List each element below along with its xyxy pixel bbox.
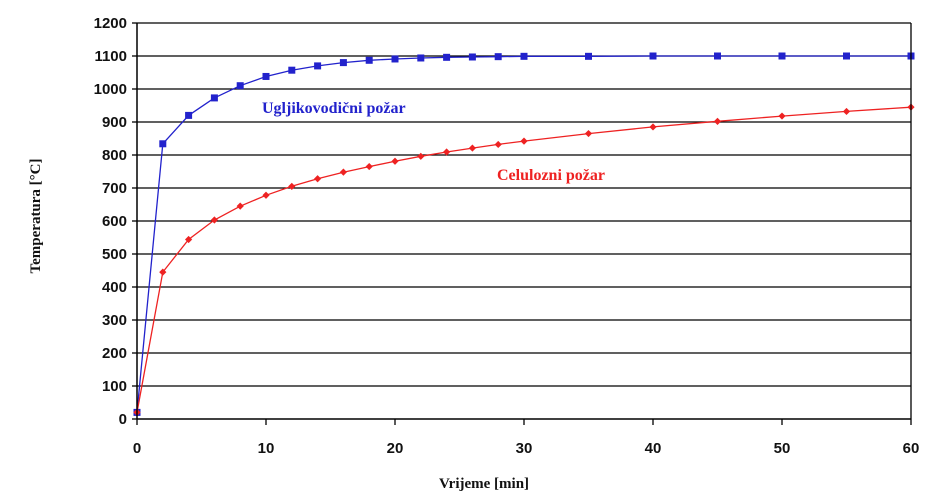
gridlines: [137, 22, 911, 387]
series-0-point-19: [778, 52, 786, 60]
y-tick-label-100: 100: [102, 378, 127, 395]
x-tick-label-0: 0: [133, 440, 141, 457]
series-label-hydrocarbon: Ugljikovodični požar: [262, 100, 406, 117]
series-1-point-14: [494, 140, 502, 149]
series-line-0: [136, 55, 911, 413]
series-0-point-1: [159, 140, 167, 148]
series-1-point-5: [262, 191, 270, 199]
y-tick-label-1000: 1000: [94, 81, 127, 98]
series-0-point-2: [185, 111, 193, 119]
series-1-point-9: [365, 162, 373, 171]
series-0-point-7: [314, 62, 322, 70]
y-tick-label-200: 200: [102, 345, 127, 362]
series-0-point-3: [210, 94, 218, 102]
y-tick-label-900: 900: [102, 114, 127, 131]
series-1-point-10: [391, 157, 399, 165]
series-1: [133, 103, 915, 416]
series-0-point-8: [339, 59, 347, 67]
y-tick-label-1100: 1100: [94, 48, 127, 65]
series-1-point-1: [159, 268, 167, 276]
x-tick-label-60: 60: [903, 440, 920, 457]
x-axis-title: Vrijeme [min]: [439, 476, 529, 492]
series-0-point-4: [236, 82, 244, 90]
series-0-point-11: [417, 54, 425, 62]
y-tick-label-0: 0: [119, 411, 127, 428]
series-0-point-5: [262, 72, 270, 80]
y-tick-label-800: 800: [102, 147, 127, 164]
series-0-point-17: [649, 52, 657, 60]
y-tick-label-600: 600: [102, 213, 127, 230]
series-1-point-19: [778, 112, 786, 120]
series-1-point-13: [468, 144, 476, 152]
y-tick-label-700: 700: [102, 180, 127, 197]
x-tick-label-50: 50: [774, 440, 791, 457]
y-tick-label-1200: 1200: [94, 15, 127, 32]
series-1-point-7: [314, 175, 322, 183]
x-tick-label-40: 40: [645, 440, 662, 457]
series-1-point-12: [443, 148, 451, 156]
series-1-point-17: [649, 123, 657, 131]
x-tick-label-30: 30: [516, 440, 533, 457]
series-1-point-8: [339, 168, 347, 176]
series-1-point-11: [417, 152, 425, 160]
y-tick-label-300: 300: [102, 312, 127, 329]
axes: [132, 22, 912, 425]
series-0-point-9: [365, 56, 373, 64]
series-0-point-20: [843, 52, 850, 60]
series-group: [133, 52, 915, 416]
series-0-point-14: [494, 53, 502, 61]
y-tick-label-400: 400: [102, 279, 127, 296]
series-1-point-6: [288, 182, 296, 190]
series-1-point-4: [236, 202, 244, 210]
series-1-point-2: [185, 235, 193, 244]
series-0-point-13: [468, 53, 476, 61]
series-label-cellulosic: Celulozni požar: [497, 167, 605, 184]
series-0: [133, 52, 915, 416]
series-0-point-16: [585, 52, 592, 60]
series-line-1: [136, 106, 912, 413]
series-0-point-10: [391, 55, 399, 63]
series-0-point-18: [714, 52, 721, 60]
series-1-point-16: [584, 129, 593, 138]
y-tick-labels: 0 100 200 300 400 500 600 700 800 900 1000 1100 1200: [94, 15, 127, 428]
x-tick-label-10: 10: [258, 440, 275, 457]
series-1-point-15: [520, 137, 528, 145]
series-0-point-6: [288, 66, 296, 74]
y-tick-label-500: 500: [102, 246, 127, 263]
series-0-point-12: [443, 53, 451, 61]
series-1-point-20: [842, 107, 851, 116]
x-tick-label-20: 20: [387, 440, 404, 457]
x-tick-labels: 0 10 20 30 40 50 60: [133, 440, 920, 457]
series-0-point-15: [520, 52, 528, 60]
series-1-point-18: [713, 117, 722, 125]
y-axis-title: Temperatura [°C]: [28, 158, 44, 273]
series-1-point-3: [210, 216, 218, 224]
